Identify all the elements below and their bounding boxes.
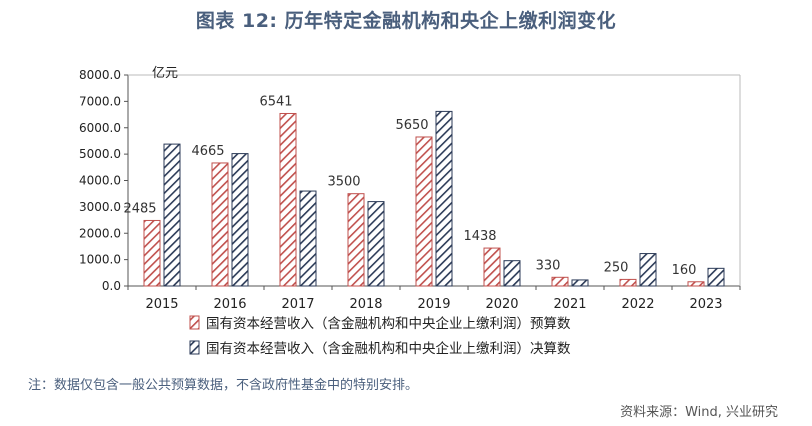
bar-final <box>503 260 521 287</box>
y-unit-label: 亿元 <box>152 66 178 81</box>
bar-final <box>435 110 453 287</box>
x-tick-label: 2015 <box>145 297 178 312</box>
footnote: 注：数据仅包含一般公共预算数据，不含政府性基金中的特别安排。 <box>28 378 419 393</box>
data-label-budget: 160 <box>672 263 697 278</box>
data-label-budget: 330 <box>536 258 561 273</box>
y-tick-label: 4000.0 <box>79 174 121 188</box>
chart-legend: 国有资本经营收入（含金融机构和中央企业上缴利润）预算数国有资本经营收入（含金融机… <box>189 315 571 357</box>
bar-final <box>299 190 317 287</box>
x-tick-label: 2016 <box>213 297 246 312</box>
legend-label-final: 国有资本经营收入（含金融机构和中央企业上缴利润）决算数 <box>206 340 571 357</box>
data-label-budget: 2485 <box>123 201 156 216</box>
bar-budget <box>415 136 433 287</box>
chart-bars <box>143 110 725 287</box>
x-tick-label: 2023 <box>689 297 722 312</box>
bar-budget <box>143 219 161 287</box>
legend-label-budget: 国有资本经营收入（含金融机构和中央企业上缴利润）预算数 <box>206 315 571 332</box>
legend-swatch-final <box>189 340 200 355</box>
y-tick-label: 7000.0 <box>79 94 121 108</box>
data-label-budget: 3500 <box>327 175 360 190</box>
bar-budget <box>619 278 637 287</box>
legend-swatch-budget <box>189 315 200 330</box>
bar-budget <box>211 162 229 287</box>
data-label-budget: 4665 <box>191 144 224 159</box>
y-tick-label: 3000.0 <box>79 200 121 214</box>
data-label-budget: 5650 <box>395 118 428 133</box>
x-tick-label: 2017 <box>281 297 314 312</box>
x-tick-label: 2019 <box>417 297 450 312</box>
y-tick-label: 8000.0 <box>79 68 121 82</box>
bar-budget <box>279 112 297 287</box>
bar-final <box>231 153 249 287</box>
bar-budget <box>687 281 705 287</box>
y-tick-label: 1000.0 <box>79 253 121 267</box>
chart-axes: 0.0 1000.0 2000.0 3000.0 4000.0 5000.0 6000.0 7… <box>79 66 741 312</box>
bar-final <box>571 279 589 287</box>
x-tick-label: 2020 <box>485 297 518 312</box>
y-tick-label: 0.0 <box>102 279 121 293</box>
y-tick-label: 2000.0 <box>79 226 121 240</box>
x-tick-label: 2018 <box>349 297 382 312</box>
chart-title: 图表 12: 历年特定金融机构和央企上缴利润变化 <box>195 10 617 32</box>
bar-final <box>707 267 725 287</box>
bar-final <box>163 143 181 287</box>
bar-budget <box>347 193 365 287</box>
bar-final <box>367 201 385 287</box>
bar-final <box>639 253 657 287</box>
y-tick-label: 6000.0 <box>79 121 121 135</box>
x-tick-label: 2021 <box>553 297 586 312</box>
data-label-budget: 1438 <box>463 229 496 244</box>
data-label-budget: 250 <box>604 260 629 275</box>
bar-budget <box>483 247 501 287</box>
data-label-budget: 6541 <box>259 94 292 109</box>
x-tick-label: 2022 <box>621 297 654 312</box>
bar-budget <box>551 276 569 287</box>
source-credit: 资料来源：Wind, 兴业研究 <box>620 405 778 420</box>
y-tick-label: 5000.0 <box>79 147 121 161</box>
chart-data-labels: 2485 4665 6541 3500 5650 1438 330 250 160 <box>123 94 696 277</box>
